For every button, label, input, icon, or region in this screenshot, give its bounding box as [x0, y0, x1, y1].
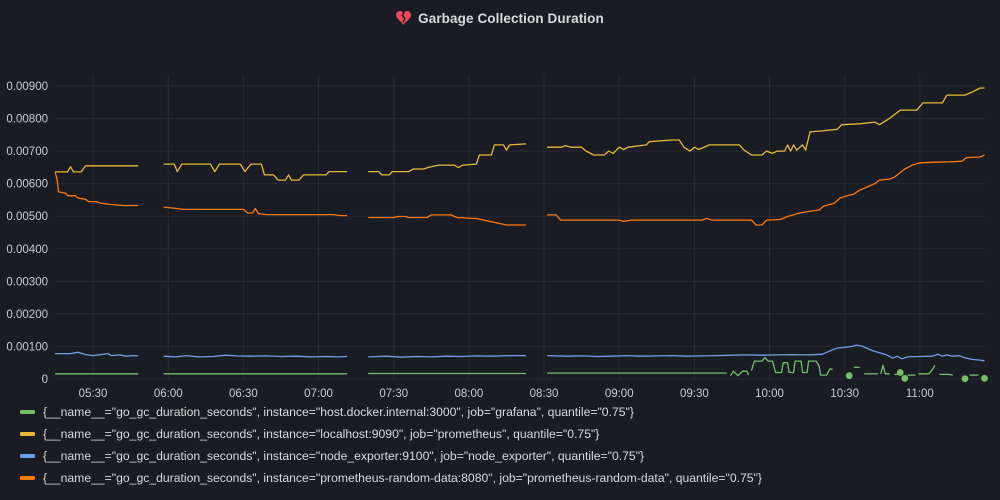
series-line-node_exporter — [368, 354, 526, 358]
y-axis-tick-label: 0.00700 — [6, 146, 48, 158]
broken-heart-icon — [396, 11, 412, 25]
y-axis-tick-label: 0.00400 — [6, 244, 48, 256]
series-line-prometheus — [368, 143, 527, 176]
series-line-grafana — [880, 364, 890, 375]
x-axis-tick-label: 10:30 — [830, 388, 859, 400]
y-axis-tick-label: 0.00100 — [6, 341, 48, 353]
x-axis-tick-label: 05:30 — [79, 388, 108, 400]
y-axis-tick-label: 0 — [42, 374, 48, 386]
series-point-grafana — [845, 372, 853, 380]
series-line-prometheus — [55, 165, 139, 173]
series-line-prometheus — [163, 163, 348, 181]
x-axis-tick-label: 09:00 — [605, 388, 634, 400]
x-axis-tick-label: 06:00 — [154, 388, 183, 400]
x-axis-tick-label: 06:30 — [229, 388, 258, 400]
series-line-node_exporter — [163, 354, 348, 358]
legend-item-node_exporter[interactable]: {__name__="go_gc_duration_seconds", inst… — [20, 445, 762, 467]
y-axis-tick-label: 0.00200 — [6, 309, 48, 321]
series-line-prometheus-random-data — [547, 154, 985, 226]
series-point-grafana — [961, 375, 969, 383]
series-line-node_exporter — [547, 344, 985, 362]
y-axis-tick-label: 0.00800 — [6, 114, 48, 126]
x-axis-tick-label: 11:00 — [906, 388, 934, 400]
series-line-grafana — [750, 356, 833, 376]
x-axis-tick-label: 08:30 — [530, 388, 559, 400]
legend-swatch-node_exporter — [20, 454, 35, 458]
x-axis-tick-label: 09:30 — [680, 388, 709, 400]
series-line-grafana — [729, 370, 750, 377]
legend-item-prometheus-random-data[interactable]: {__name__="go_gc_duration_seconds", inst… — [20, 467, 762, 489]
panel-title: Garbage Collection Duration — [418, 10, 604, 26]
legend-label-grafana: {__name__="go_gc_duration_seconds", inst… — [43, 405, 634, 419]
series-point-grafana — [896, 369, 904, 376]
panel-header[interactable]: Garbage Collection Duration — [0, 7, 1000, 29]
x-axis-tick-label: 07:00 — [304, 388, 333, 400]
series-line-node_exporter — [55, 351, 139, 357]
series-line-grafana — [939, 373, 953, 376]
y-axis-tick-label: 0.00600 — [6, 179, 48, 191]
x-axis-tick-label: 07:30 — [379, 388, 408, 400]
legend: {__name__="go_gc_duration_seconds", inst… — [20, 401, 762, 489]
x-axis-tick-label: 08:00 — [454, 388, 483, 400]
legend-swatch-prometheus — [20, 432, 35, 436]
series-line-prometheus — [547, 87, 985, 156]
y-axis-tick-label: 0.00500 — [6, 211, 48, 223]
y-axis-tick-label: 0.00900 — [6, 81, 48, 93]
series-point-grafana — [901, 374, 909, 382]
legend-label-node_exporter: {__name__="go_gc_duration_seconds", inst… — [43, 449, 645, 463]
series-line-grafana — [918, 364, 936, 375]
legend-swatch-prometheus-random-data — [20, 476, 35, 480]
legend-item-grafana[interactable]: {__name__="go_gc_duration_seconds", inst… — [20, 401, 762, 423]
series-point-grafana — [981, 374, 988, 382]
time-series-chart[interactable]: 0 0.00100 0.00200 0.00300 0.00400 0.00500 0.00… — [0, 0, 1000, 400]
legend-swatch-grafana — [20, 410, 35, 414]
legend-label-prometheus: {__name__="go_gc_duration_seconds", inst… — [43, 427, 600, 441]
series-line-prometheus-random-data — [163, 206, 348, 217]
legend-label-prometheus-random-data: {__name__="go_gc_duration_seconds", inst… — [43, 471, 762, 485]
series-line-prometheus-random-data — [54, 171, 139, 207]
series-line-prometheus-random-data — [368, 214, 526, 226]
legend-item-prometheus[interactable]: {__name__="go_gc_duration_seconds", inst… — [20, 423, 762, 445]
y-axis-tick-label: 0.00300 — [6, 276, 48, 288]
x-axis-tick-label: 10:00 — [755, 388, 784, 400]
